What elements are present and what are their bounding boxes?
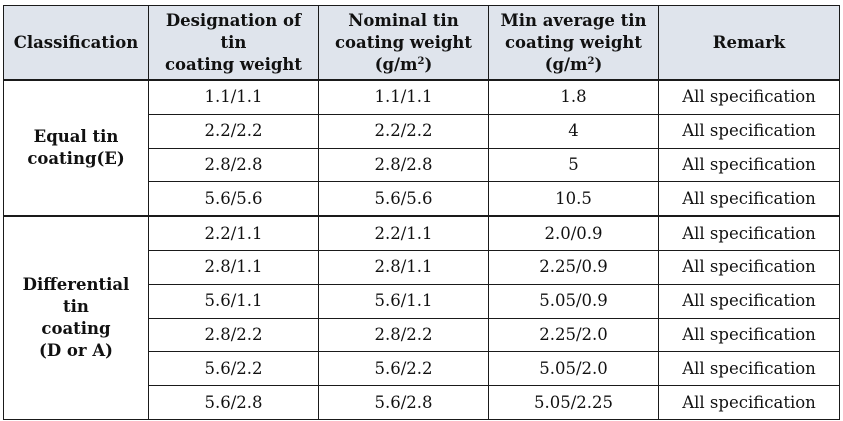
table-row: Differential tin coating (D or A) 2.2/1.1 2.… <box>3 215 840 420</box>
nominal-cell: 5.6/5.6 <box>318 181 489 217</box>
remark-cell: All specification <box>658 351 840 387</box>
remark-cell: All specification <box>658 215 840 251</box>
nominal-cell: 1.1/1.1 <box>318 78 489 115</box>
remark-cell: All specification <box>658 78 840 115</box>
min-average-cell: 2.25/0.9 <box>488 249 659 285</box>
classification-line: coating(E) <box>27 149 125 169</box>
designation-cell: 5.6/5.6 <box>148 181 319 217</box>
classification-line: (D or A) <box>39 341 113 361</box>
nominal-cell: 5.6/1.1 <box>318 283 489 319</box>
classification-line: Equal tin <box>33 127 119 147</box>
tin-coating-table: Classification Designation of tin coatin… <box>3 5 840 420</box>
table-row: 5.6/2.8 5.6/2.8 5.05/2.25 All specification <box>4 385 840 420</box>
classification-cell: Differential tin coating (D or A) <box>3 215 149 420</box>
designation-cell: 2.8/1.1 <box>148 249 319 285</box>
min-average-cell: 5.05/2.25 <box>488 385 659 420</box>
table-row: 5.6/5.6 5.6/5.6 10.5 All specification <box>4 181 840 217</box>
nominal-cell: 2.8/2.2 <box>318 317 489 353</box>
header-min-unit-sup: 2 <box>587 55 595 67</box>
header-min-average: Min average tin coating weight (g/m2) <box>488 5 659 81</box>
remark-cell: All specification <box>658 385 840 420</box>
table-row: Equal tin coating(E) 1.1/1.1 1.1/1.1 1.8 All … <box>3 78 840 217</box>
header-remark-label: Remark <box>712 32 786 52</box>
header-nominal-line-1: Nominal tin <box>348 10 459 30</box>
header-min-average-line-1: Min average tin <box>500 10 647 30</box>
header-nominal-unit-base: (g/m <box>374 54 418 74</box>
classification-line: Differential tin <box>22 275 130 317</box>
min-average-cell: 2.0/0.9 <box>488 215 659 251</box>
remark-cell: All specification <box>658 113 840 149</box>
header-min-average-line-2: coating weight <box>504 32 643 52</box>
classification-line: coating <box>41 319 111 339</box>
nominal-cell: 5.6/2.2 <box>318 351 489 387</box>
header-remark: Remark <box>658 5 840 81</box>
header-designation-line-1: Designation of tin <box>165 10 302 52</box>
min-average-cell: 1.8 <box>488 78 659 115</box>
header-nominal: Nominal tin coating weight (g/m2) <box>318 5 489 81</box>
designation-cell: 5.6/2.8 <box>148 385 319 420</box>
header-classification-label: Classification <box>13 32 139 52</box>
nominal-cell: 2.2/1.1 <box>318 215 489 251</box>
header-min-average-unit: (g/m2) <box>492 54 655 76</box>
remark-cell: All specification <box>658 283 840 319</box>
designation-cell: 2.8/2.8 <box>148 147 319 183</box>
nominal-cell: 5.6/2.8 <box>318 385 489 420</box>
min-average-cell: 10.5 <box>488 181 659 217</box>
designation-cell: 5.6/2.2 <box>148 351 319 387</box>
min-average-cell: 5.05/2.0 <box>488 351 659 387</box>
min-average-cell: 5.05/0.9 <box>488 283 659 319</box>
header-nominal-line-2: coating weight <box>334 32 473 52</box>
remark-cell: All specification <box>658 317 840 353</box>
designation-cell: 2.2/2.2 <box>148 113 319 149</box>
table-row: 5.6/1.1 5.6/1.1 5.05/0.9 All specification <box>4 283 840 319</box>
table-header: Classification Designation of tin coatin… <box>3 5 840 81</box>
header-designation: Designation of tin coating weight <box>148 5 319 81</box>
nominal-cell: 2.8/1.1 <box>318 249 489 285</box>
classification-cell: Equal tin coating(E) <box>3 78 149 217</box>
min-average-cell: 2.25/2.0 <box>488 317 659 353</box>
header-nominal-unit-sup: 2 <box>417 55 425 67</box>
header-nominal-unit-close: ) <box>424 54 433 74</box>
min-average-cell: 4 <box>488 113 659 149</box>
table-row: 2.8/2.2 2.8/2.2 2.25/2.0 All specification <box>4 317 840 353</box>
header-nominal-unit: (g/m2) <box>322 54 485 76</box>
table-body: Equal tin coating(E) 1.1/1.1 1.1/1.1 1.8 All … <box>3 78 840 420</box>
remark-cell: All specification <box>658 181 840 217</box>
header-row: Classification Designation of tin coatin… <box>3 5 840 81</box>
designation-cell: 1.1/1.1 <box>148 78 319 115</box>
nominal-cell: 2.8/2.8 <box>318 147 489 183</box>
header-min-unit-base: (g/m <box>544 54 588 74</box>
header-designation-line-2: coating weight <box>164 54 303 74</box>
designation-cell: 5.6/1.1 <box>148 283 319 319</box>
designation-cell: 2.2/1.1 <box>148 215 319 251</box>
designation-cell: 2.8/2.2 <box>148 317 319 353</box>
header-classification: Classification <box>3 5 149 81</box>
min-average-cell: 5 <box>488 147 659 183</box>
remark-cell: All specification <box>658 147 840 183</box>
remark-cell: All specification <box>658 249 840 285</box>
header-min-unit-close: ) <box>594 54 603 74</box>
nominal-cell: 2.2/2.2 <box>318 113 489 149</box>
table-row: 2.8/2.8 2.8/2.8 5 All specification <box>4 147 840 183</box>
